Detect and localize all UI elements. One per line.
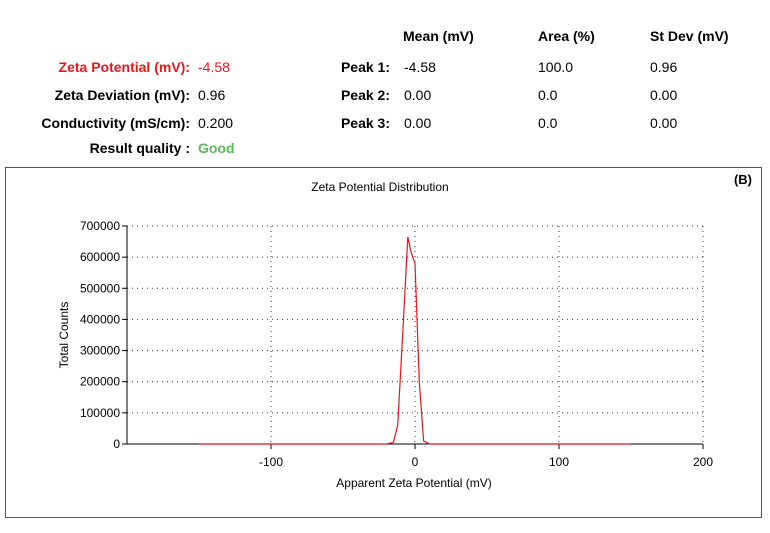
y-tick-label-0: 0 (113, 437, 120, 451)
y-tick-label-4: 400000 (80, 312, 120, 326)
peak-3-label: Peak 3: (340, 115, 390, 131)
zeta-potential-label: Zeta Potential (mV): (58, 59, 190, 75)
x-tick-label-0: -100 (259, 455, 283, 469)
peak-3-area: 0.0 (538, 115, 558, 131)
y-tick-label-2: 200000 (80, 375, 120, 389)
conductivity-label: Conductivity (mS/cm): (41, 115, 190, 131)
x-tick-label-1: 0 (412, 455, 419, 469)
y-tick-label-6: 600000 (80, 250, 120, 264)
peak-2-label: Peak 2: (340, 87, 390, 103)
peak-2-mean: 0.00 (404, 87, 432, 103)
zeta-deviation-label: Zeta Deviation (mV): (54, 87, 190, 103)
x-tick-label-2: 100 (549, 455, 569, 469)
peak-2-area: 0.0 (538, 87, 558, 103)
header-stdev: St Dev (mV) (650, 28, 729, 44)
y-tick-label-5: 500000 (80, 281, 120, 295)
y-axis-label: Total Counts (57, 302, 71, 369)
panel-label: (B) (734, 172, 752, 187)
peak-1-area: 100.0 (538, 59, 574, 75)
header-mean: Mean (mV) (403, 28, 474, 44)
chart-frame (5, 167, 762, 518)
zeta-potential-value: -4.58 (198, 59, 230, 75)
x-tick-label-3: 200 (693, 455, 713, 469)
x-axis-label: Apparent Zeta Potential (mV) (336, 476, 491, 490)
result-quality-value: Good (198, 140, 235, 156)
peak-1-label: Peak 1: (340, 59, 390, 75)
peak-1-mean: -4.58 (404, 59, 436, 75)
zeta-deviation-value: 0.96 (198, 87, 226, 103)
peak-3-stdev: 0.00 (650, 115, 678, 131)
peak-3-mean: 0.00 (404, 115, 432, 131)
conductivity-value: 0.200 (198, 115, 234, 131)
header-area: Area (%) (538, 28, 595, 44)
series-line-0 (199, 236, 631, 445)
peak-2-stdev: 0.00 (650, 87, 678, 103)
peak-1-stdev: 0.96 (650, 59, 678, 75)
result-quality-label: Result quality : (89, 140, 190, 156)
chart-title: Zeta Potential Distribution (311, 180, 448, 194)
y-tick-label-1: 100000 (80, 406, 120, 420)
y-tick-label-7: 700000 (80, 219, 120, 233)
y-tick-label-3: 300000 (80, 344, 120, 358)
